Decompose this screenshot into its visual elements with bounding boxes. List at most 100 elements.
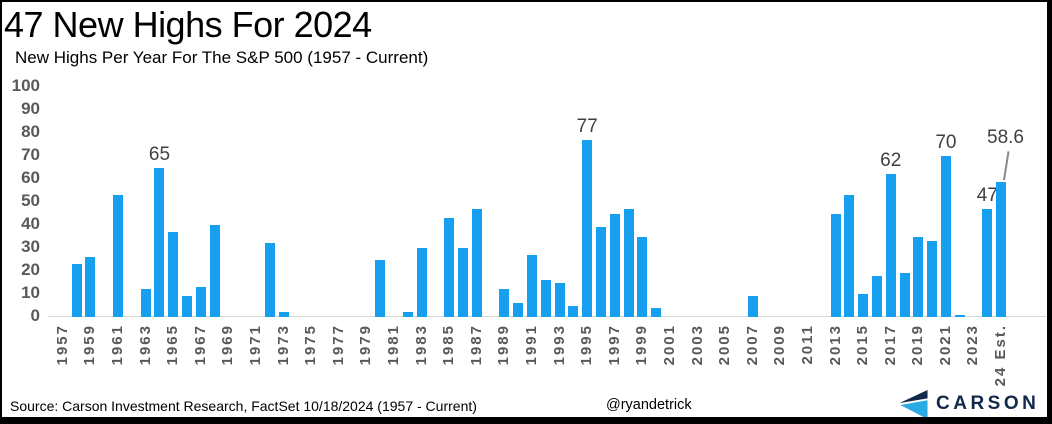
bar-slot-2008: [760, 87, 774, 317]
bar-slot-2012: [815, 87, 829, 317]
y-axis: 0 10 20 30 40 50 60 70 80 90 100: [2, 76, 42, 325]
bar-slot-1990: [511, 87, 525, 317]
x-tick-1965: 1965: [164, 324, 182, 366]
value-label-24 Est.: 58.6: [987, 127, 1025, 149]
x-tick-2005: 2005: [716, 324, 734, 366]
bar-slot-1964: 65: [149, 87, 170, 317]
bar-slot-1987: 1987: [468, 87, 485, 365]
value-label-2021: 70: [935, 132, 957, 153]
value-label-2017: 62: [880, 150, 902, 172]
y-tick-50: 50: [21, 191, 40, 210]
x-tick-1973: 1973: [274, 324, 292, 366]
x-tick-1997: 1997: [605, 324, 623, 366]
bar-1990: [513, 303, 524, 317]
y-tick-90: 90: [21, 99, 40, 118]
x-tick-1967: 1967: [191, 324, 209, 366]
y-tick-40: 40: [21, 214, 40, 233]
bar-2018: [899, 273, 910, 317]
bar-slot-2018: [898, 87, 912, 317]
y-tick-10: 10: [21, 283, 40, 302]
bar-slot-2024: 47: [977, 87, 998, 317]
bar-slot-2013: 2013: [827, 87, 844, 365]
bar-slot-1991: 1991: [523, 87, 540, 365]
bar-slot-1963: 1963: [137, 87, 154, 365]
bar-slot-1972: [263, 87, 277, 317]
x-tick-1981: 1981: [385, 324, 403, 366]
twitter-handle: @ryandetrick: [606, 397, 692, 413]
value-label-1964: 65: [148, 143, 171, 165]
x-tick-2017: 2017: [881, 324, 899, 366]
bar-slot-1962: [125, 87, 139, 317]
x-tick-2009: 2009: [771, 324, 789, 366]
x-tick-2001: 2001: [660, 324, 678, 366]
bar-slot-1957: 1957: [54, 87, 71, 365]
bar-1980: [375, 259, 386, 317]
bar-1966: [182, 296, 193, 317]
bar-slot-1998: [622, 87, 636, 317]
bar-slot-1973: 1973: [275, 87, 292, 365]
bar-slot-1978: [346, 87, 360, 317]
bar-slot-1997: 1997: [606, 87, 623, 365]
bar-1999: [637, 236, 648, 317]
bar-slot-1975: 1975: [302, 87, 319, 365]
bar-slot-1982: [401, 87, 415, 317]
bar-1959: [85, 257, 96, 317]
bar-slot-2006: [732, 87, 746, 317]
bar-1998: [623, 208, 634, 317]
bar-1968: [209, 225, 220, 317]
x-tick-1971: 1971: [247, 324, 265, 366]
bar-2019: [913, 236, 924, 317]
x-tick-1959: 1959: [81, 324, 99, 366]
bar-2021: [940, 156, 951, 317]
bar-slot-1977: 1977: [330, 87, 347, 365]
y-tick-80: 80: [21, 122, 40, 141]
bar-slot-1993: 1993: [551, 87, 568, 365]
bar-slot-2014: [842, 87, 856, 317]
x-tick-1999: 1999: [633, 324, 651, 366]
bar-1972: [264, 243, 275, 317]
bar-slot-1981: 1981: [385, 87, 402, 365]
bar-2024: [982, 208, 993, 317]
bar-1973: [278, 312, 289, 317]
x-tick-2011: 2011: [798, 324, 816, 365]
bar-slot-1999: 1999: [633, 87, 650, 365]
bar-slot-2015: 2015: [854, 87, 871, 365]
bar-2014: [844, 195, 855, 317]
bar-1997: [609, 213, 620, 317]
bar-slot-1960: [97, 87, 111, 317]
bar-1994: [568, 305, 579, 317]
x-tick-2021: 2021: [936, 324, 954, 366]
x-tick-2019: 2019: [909, 324, 927, 366]
bar-chart: 0 10 20 30 40 50 60 70 80 90 100 1957 1959 1961 1963 6…: [2, 2, 1047, 417]
bar-slot-2017: 62 2017: [880, 87, 901, 365]
bar-2016: [871, 275, 882, 317]
x-tick-2013: 2013: [826, 324, 844, 366]
bar-1986: [458, 248, 468, 317]
x-tick-24 Est.: 24 Est.: [992, 324, 1010, 387]
x-tick-2023: 2023: [964, 324, 982, 366]
bar-1963: [140, 289, 151, 317]
bar-slot-2003: 2003: [689, 87, 706, 365]
bar-slot-2022: [953, 87, 967, 317]
source-note: Source: Carson Investment Research, Fact…: [10, 398, 477, 414]
bar-slot-2016: [870, 87, 884, 317]
bar-slot-1959: 1959: [81, 87, 98, 365]
bar-1985: [444, 218, 455, 317]
bar-2013: [830, 213, 841, 317]
bar-slot-1992: [539, 87, 553, 317]
bar-slot-1984: [429, 87, 443, 317]
bar-1995: [582, 139, 593, 317]
bar-slot-2004: [704, 87, 718, 317]
bar-slot-2002: [677, 87, 691, 317]
x-tick-2015: 2015: [854, 324, 872, 366]
bar-slot-1961: 1961: [109, 87, 126, 365]
bar-1958: [71, 264, 82, 317]
x-tick-2003: 2003: [688, 324, 706, 366]
bar-2022: [954, 314, 965, 317]
x-tick-1985: 1985: [440, 324, 458, 366]
value-label-2024: 47: [976, 184, 998, 206]
bar-slot-2010: [787, 87, 801, 317]
bar-slot-2007: 2007: [744, 87, 761, 365]
chart-title: 47 New Highs For 2024: [4, 4, 372, 45]
bar-slot-1986: [456, 87, 470, 317]
